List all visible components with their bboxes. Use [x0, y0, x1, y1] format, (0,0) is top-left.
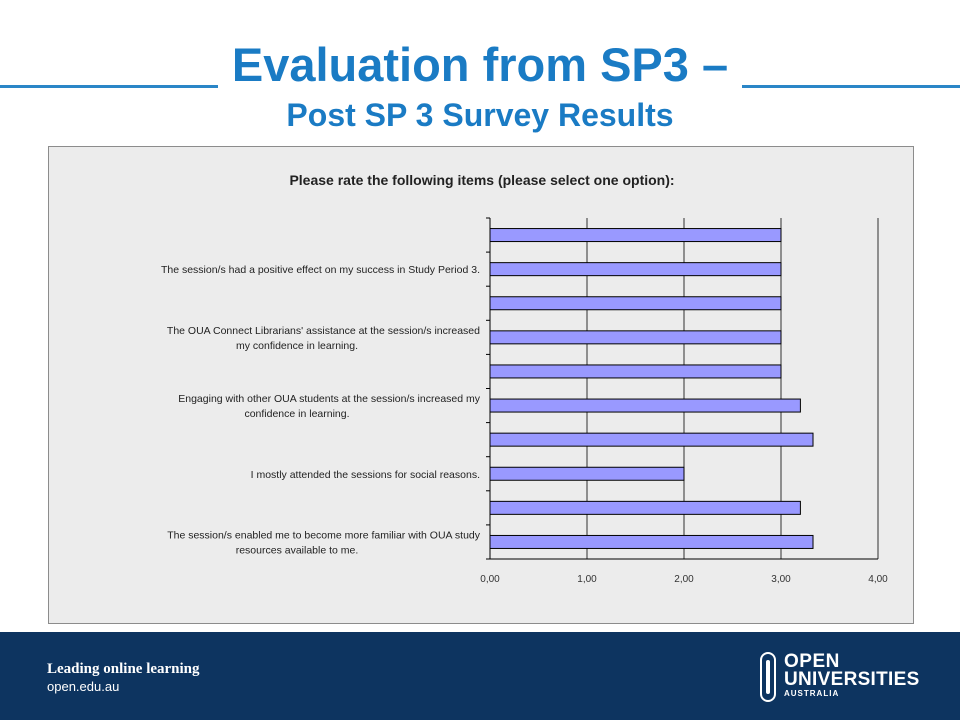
- x-tick-label: 2,00: [674, 574, 694, 585]
- bar: [489, 398, 801, 413]
- bar: [489, 262, 782, 277]
- bar-chart: Please rate the following items (please …: [161, 172, 888, 585]
- x-tick-label: 4,00: [868, 574, 888, 585]
- x-tick-label: 3,00: [771, 574, 791, 585]
- x-tick-label: 0,00: [480, 574, 500, 585]
- bar: [489, 432, 814, 447]
- footer-url[interactable]: open.edu.au: [47, 679, 120, 694]
- category-label: Engaging with other OUA students at the …: [178, 393, 480, 405]
- footer-tagline: Leading online learning: [47, 661, 200, 677]
- category-label: The session/s had a positive effect on m…: [161, 264, 480, 276]
- slide-subtitle: Post SP 3 Survey Results: [286, 97, 674, 133]
- bar: [489, 330, 782, 345]
- slide-title: Evaluation from SP3 –: [217, 38, 743, 92]
- logo-text-open: OPEN: [784, 651, 840, 672]
- chart-panel: Please rate the following items (please …: [48, 146, 914, 624]
- logo-text-universities: UNIVERSITIES: [784, 669, 920, 690]
- oua-logo-mark-icon: [760, 652, 776, 702]
- bar: [489, 534, 814, 549]
- oua-logo[interactable]: OPEN UNIVERSITIES AUSTRALIA: [760, 650, 920, 704]
- category-label: resources available to me.: [236, 544, 359, 556]
- category-label: The OUA Connect Librarians' assistance a…: [167, 325, 480, 337]
- footer-bar: [0, 632, 960, 720]
- bar: [489, 364, 782, 379]
- bar: [489, 466, 685, 481]
- chart-title: Please rate the following items (please …: [289, 172, 674, 188]
- category-label: confidence in learning.: [244, 408, 349, 420]
- category-label: my confidence in learning.: [236, 340, 358, 352]
- logo-text-australia: AUSTRALIA: [784, 689, 840, 698]
- bar: [489, 228, 782, 243]
- bar: [489, 500, 801, 515]
- category-label: I mostly attended the sessions for socia…: [251, 469, 480, 481]
- bar: [489, 296, 782, 311]
- x-tick-label: 1,00: [577, 574, 597, 585]
- category-label: The session/s enabled me to become more …: [167, 529, 481, 541]
